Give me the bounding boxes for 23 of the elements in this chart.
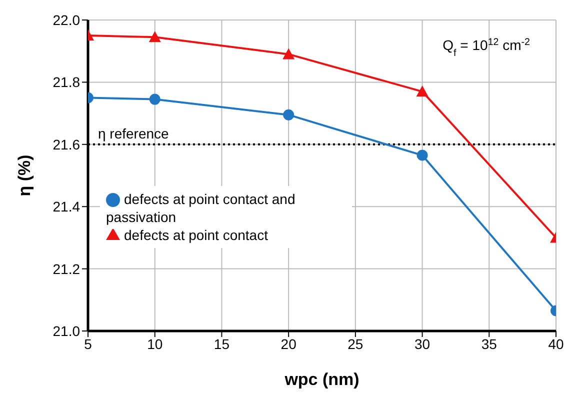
x-tick-label: 40 [548,336,564,352]
y-tick-label: 21.0 [52,322,80,339]
ref-line-label: η reference [98,125,170,142]
annotation: Q$_{f}$ = 10$^{12}$ cm$^{-2}$ [442,36,530,58]
x-tick-label: 35 [481,336,498,352]
point [283,109,294,120]
x-tick-label: 5 [84,336,92,352]
x-axis-title: wpc (nm) [284,370,360,389]
y-tick-label: 21.2 [52,260,80,277]
x-tick-label: 20 [280,336,297,352]
y-tick-label: 21.8 [52,74,80,90]
y-tick-label: 21.4 [52,198,80,215]
y-tick-label: 21.6 [52,136,80,152]
point [416,150,428,161]
x-tick-label: 15 [214,336,230,352]
point [282,48,295,60]
legend-label: defects at point contact [124,227,268,243]
point [416,86,428,97]
x-tick-label: 10 [147,336,163,352]
x-tick-label: 25 [348,336,364,352]
x-tick-label: 30 [414,336,430,352]
y-tick-label: 22.0 [52,12,80,28]
y-axis-title: η (%) [15,154,34,196]
